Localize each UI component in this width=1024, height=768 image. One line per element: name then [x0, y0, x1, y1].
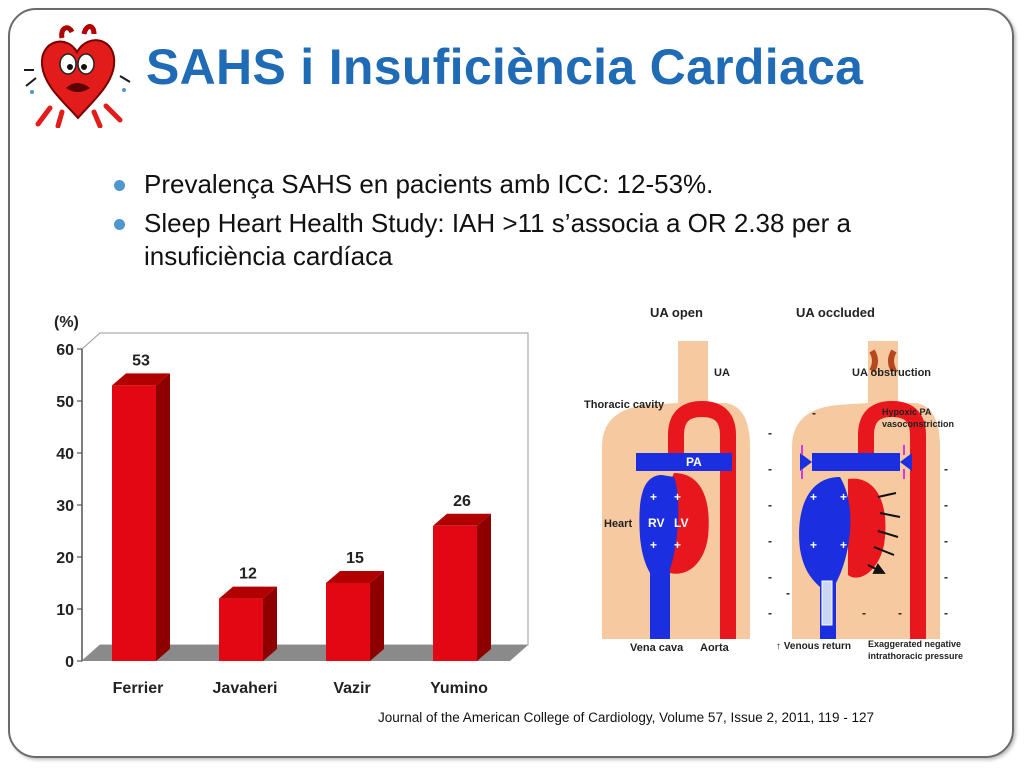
label-rv: RV — [648, 516, 664, 530]
bar-top — [219, 586, 277, 599]
label-ua-obstruction: UA obstruction — [852, 367, 931, 379]
label-lv: LV — [674, 516, 688, 530]
bar — [326, 571, 384, 661]
label-venous-return: ↑ Venous return — [776, 641, 851, 652]
minus-sign: - — [812, 406, 816, 420]
x-category-label: Ferrier — [113, 680, 164, 697]
y-tick-label: 0 — [65, 654, 74, 671]
label-ua: UA — [714, 367, 730, 379]
minus-sign: - — [768, 498, 772, 512]
y-tick-label: 40 — [56, 446, 74, 463]
bar-side — [263, 586, 277, 661]
minus-sign: - — [768, 606, 772, 620]
bar-data-label: 53 — [132, 352, 150, 369]
minus-sign: - — [768, 426, 772, 440]
y-tick-label: 50 — [56, 394, 74, 411]
label-hypoxic-2: vasoconstriction — [882, 419, 954, 429]
plus-sign: + — [674, 538, 681, 552]
x-category-label: Vazir — [333, 680, 370, 697]
bullet-text: Sleep Heart Health Study: IAH >11 s’asso… — [144, 208, 851, 271]
plus-sign: + — [650, 538, 657, 552]
minus-sign: - — [786, 586, 790, 600]
sad-heart-icon — [24, 24, 131, 128]
bar-top — [433, 513, 491, 526]
plus-sign: + — [840, 490, 847, 504]
label-exaggerated-1: Exaggerated negative — [868, 639, 961, 649]
bar — [219, 586, 277, 661]
label-ua-open: UA open — [650, 305, 703, 320]
slide-title: SAHS i Insuficiència Cardiaca — [146, 39, 864, 95]
plus-sign: + — [840, 538, 847, 552]
bar-top — [112, 373, 170, 386]
bar-side — [370, 571, 384, 661]
y-tick-label: 30 — [56, 498, 74, 515]
upper-airway-diagram: UA open UA occluded UA UA obstruction Th… — [584, 305, 963, 661]
minus-sign: - — [768, 534, 772, 548]
plus-sign: + — [810, 490, 817, 504]
bar-side — [156, 373, 170, 661]
bar-data-label: 15 — [346, 550, 364, 567]
minus-sign: - — [862, 606, 866, 620]
bar-top — [326, 571, 384, 583]
y-tick-label: 60 — [56, 342, 74, 359]
bullet-icon — [114, 219, 125, 230]
label-hypoxic-1: Hypoxic PA — [882, 407, 932, 417]
minus-sign: - — [944, 570, 948, 584]
bar-side — [477, 513, 491, 661]
bar-data-label: 26 — [453, 493, 471, 510]
citation-reference: Journal of the American College of Cardi… — [378, 710, 875, 725]
chart-floor — [82, 645, 528, 661]
minus-sign: - — [898, 606, 902, 620]
bar-data-label: 12 — [239, 566, 257, 583]
plus-sign: + — [674, 490, 681, 504]
label-exaggerated-2: intrathoracic pressure — [868, 651, 963, 661]
label-thoracic-cavity: Thoracic cavity — [584, 399, 665, 411]
bullet-text: Prevalença SAHS en pacients amb ICC: 12-… — [144, 169, 714, 199]
bar-front — [433, 525, 477, 661]
bar-front — [326, 583, 370, 661]
label-ua-occluded: UA occluded — [796, 305, 875, 320]
bar — [112, 373, 170, 661]
minus-sign: - — [944, 498, 948, 512]
bullet-list: Prevalença SAHS en pacients amb ICC: 12-… — [112, 168, 942, 279]
label-heart: Heart — [604, 518, 632, 530]
minus-sign: - — [944, 606, 948, 620]
label-aorta: Aorta — [700, 642, 730, 654]
prevalence-bar-chart: 0 10 20 30 40 50 60 53 Ferrier 12 Javaheri 15 Vazir… — [54, 314, 529, 697]
label-pa: PA — [686, 455, 702, 469]
label-vena-cava: Vena cava — [630, 642, 684, 654]
y-tick-label: 10 — [56, 602, 74, 619]
x-category-label: Javaheri — [213, 680, 278, 697]
plus-sign: + — [650, 490, 657, 504]
bullet-icon — [114, 180, 125, 191]
slide-frame — [8, 8, 1014, 758]
x-category-label: Yumino — [430, 680, 488, 697]
minus-sign: - — [768, 570, 772, 584]
bar-front — [112, 385, 156, 661]
bar-front — [219, 598, 263, 661]
bar — [433, 513, 491, 661]
plus-sign: + — [810, 538, 817, 552]
minus-sign: - — [768, 462, 772, 476]
y-axis-label: (%) — [54, 314, 79, 331]
bullet-item: Sleep Heart Health Study: IAH >11 s’asso… — [112, 207, 942, 273]
y-tick-label: 20 — [56, 550, 74, 567]
minus-sign: - — [944, 534, 948, 548]
minus-sign: - — [944, 462, 948, 476]
bullet-item: Prevalença SAHS en pacients amb ICC: 12-… — [112, 168, 942, 201]
